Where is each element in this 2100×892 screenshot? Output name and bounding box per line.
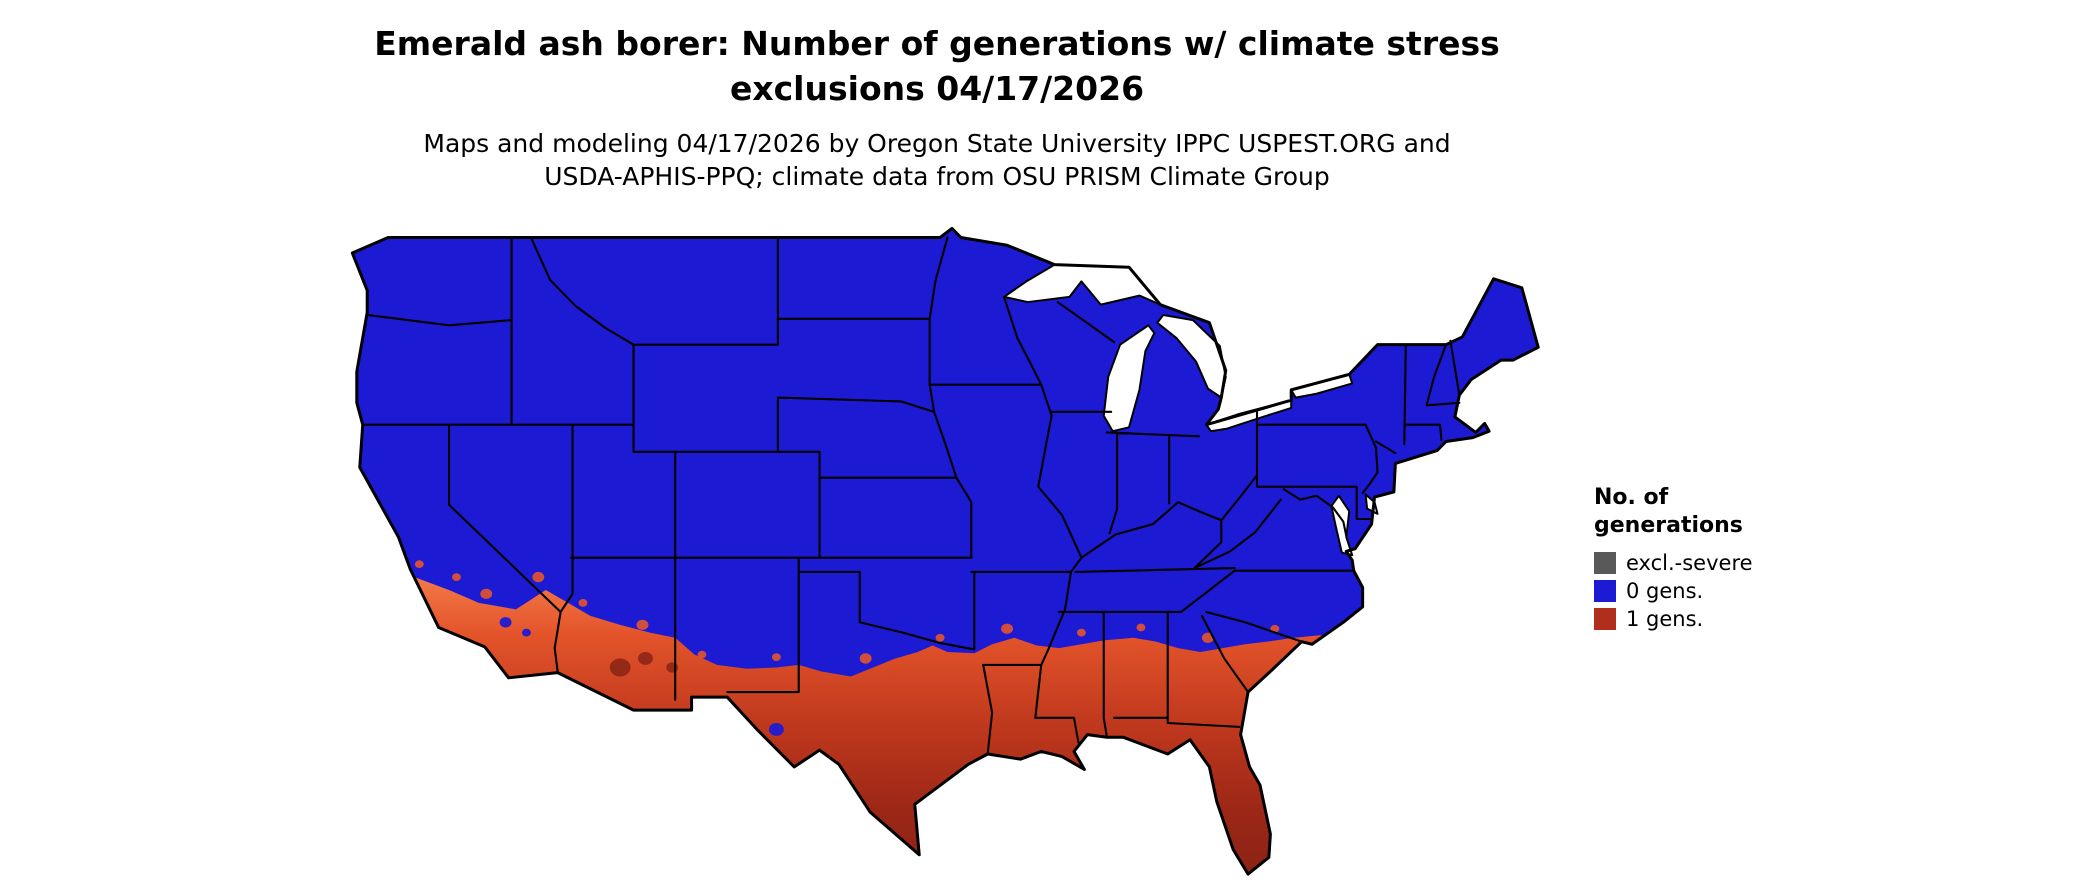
legend-label-excl-severe: excl.-severe (1626, 551, 1753, 576)
map-title: Emerald ash borer: Number of generations… (0, 22, 1874, 111)
state-borders (363, 237, 1460, 754)
legend-title-line1: No. of (1594, 485, 1669, 510)
legend-label-0-gens: 0 gens. (1626, 579, 1704, 604)
lake-michigan (1104, 325, 1155, 431)
national-outline (352, 228, 1538, 874)
map-subtitle: Maps and modeling 04/17/2026 by Oregon S… (0, 127, 1874, 193)
legend-swatch-0-gens (1594, 580, 1616, 603)
legend-label-1-gens: 1 gens. (1626, 607, 1704, 632)
legend-item-1-gens: 1 gens. (1594, 607, 1753, 631)
legend-item-excl-severe: excl.-severe (1594, 551, 1753, 575)
legend-swatch-1-gens (1594, 608, 1616, 631)
us-map-svg (330, 222, 1565, 887)
us-generations-map (330, 222, 1565, 887)
lake-huron (1157, 315, 1225, 398)
transition-mottling (414, 560, 1280, 736)
legend: No. of generations excl.-severe 0 gens. … (1594, 484, 1753, 635)
map-title-line1: Emerald ash borer: Number of generations… (374, 24, 1500, 63)
map-subtitle-line2: USDA-APHIS-PPQ; climate data from OSU PR… (544, 162, 1330, 192)
legend-item-0-gens: 0 gens. (1594, 579, 1753, 603)
chart-header: Emerald ash borer: Number of generations… (0, 22, 1874, 193)
legend-title: No. of generations (1594, 484, 1753, 540)
legend-items: excl.-severe 0 gens. 1 gens. (1594, 551, 1753, 631)
legend-title-line2: generations (1594, 513, 1743, 539)
legend-swatch-excl-severe (1594, 552, 1616, 575)
map-subtitle-line1: Maps and modeling 04/17/2026 by Oregon S… (423, 129, 1451, 159)
map-title-line2: exclusions 04/17/2026 (729, 68, 1145, 108)
